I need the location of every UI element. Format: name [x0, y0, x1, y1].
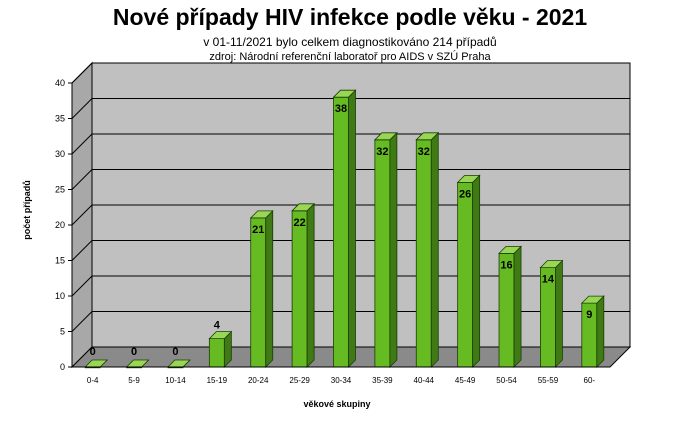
bar-front	[374, 139, 391, 368]
gridline-side	[71, 133, 93, 155]
x-tick-label: 45-49	[455, 376, 476, 385]
gridline-side	[71, 240, 93, 261]
bar-front	[208, 338, 225, 368]
bar-front	[457, 181, 474, 368]
x-tick-label: 0-4	[87, 376, 99, 385]
bar-55-59	[539, 259, 564, 368]
x-tick-label: 5-9	[128, 376, 140, 385]
x-tick-label: 20-24	[248, 376, 269, 385]
x-tick-label: 50-54	[496, 376, 517, 385]
x-tick-label: 15-19	[207, 376, 228, 385]
data-label: 0	[172, 346, 178, 358]
data-label: 0	[90, 346, 96, 358]
bar-35-39	[373, 131, 398, 368]
bar-top	[539, 260, 564, 269]
bar-side	[513, 245, 522, 368]
data-label: 0	[131, 346, 137, 358]
y-tick-label: 15	[55, 256, 65, 266]
data-label: 22	[293, 217, 305, 229]
y-tick-label: 20	[55, 220, 65, 230]
bar-top	[291, 203, 316, 212]
bar-top	[332, 89, 357, 98]
y-tick-label: 25	[55, 185, 65, 195]
bar-top	[456, 174, 481, 183]
chart-title: Nové případy HIV infekce podle věku - 20…	[112, 4, 588, 30]
bar-side	[430, 131, 439, 368]
bar-top	[498, 245, 523, 254]
data-label: 21	[252, 224, 264, 236]
x-tick-label: 35-39	[372, 376, 393, 385]
data-label: 32	[376, 146, 388, 158]
gridline-side	[71, 204, 93, 226]
bar-side	[389, 131, 398, 368]
bar-front	[291, 210, 308, 368]
x-tick-label: 40-44	[414, 376, 435, 385]
bar-top	[580, 295, 605, 304]
bar-20-24	[249, 209, 274, 368]
x-tick-label: 10-14	[165, 376, 186, 385]
bar-front	[415, 139, 432, 368]
y-axis-label: počet případů	[22, 180, 32, 240]
data-label: 26	[459, 188, 471, 200]
x-tick-label: 25-29	[289, 376, 310, 385]
bar-side	[472, 174, 481, 368]
chart-source-note: zdroj: Národní referenční laboratoř pro …	[209, 51, 491, 63]
gridline-side	[71, 62, 93, 84]
x-tick-label: 60-	[584, 376, 596, 385]
bar-60-	[580, 295, 605, 368]
chart-subtitle: v 01-11/2021 bylo celkem diagnostikováno…	[203, 35, 497, 49]
data-label: 16	[500, 259, 512, 271]
y-tick-label: 0	[60, 362, 65, 372]
bar-40-44	[415, 131, 440, 368]
bar-side	[265, 209, 274, 368]
bar-side	[596, 295, 605, 368]
gridline-side	[71, 98, 93, 119]
data-label: 32	[418, 146, 430, 158]
data-label: 4	[214, 320, 221, 332]
y-tick-label: 35	[55, 114, 65, 124]
x-tick-label: 30-34	[331, 376, 352, 385]
gridline-side	[71, 311, 93, 332]
bar-front	[333, 96, 349, 368]
bar-30-34	[332, 89, 357, 368]
bar-15-19	[208, 330, 233, 368]
bar-25-29	[291, 202, 316, 368]
x-tick-label: 55-59	[538, 376, 559, 385]
data-label: 14	[542, 274, 555, 286]
y-tick-label: 30	[55, 149, 65, 159]
data-label: 38	[335, 103, 347, 115]
gridline-side	[71, 275, 93, 297]
bar-top	[208, 331, 233, 340]
bar-top	[415, 132, 440, 141]
bar-side	[555, 259, 563, 368]
bar-top	[249, 210, 274, 219]
x-axis-label: věkové skupiny	[303, 399, 370, 409]
y-tick-label: 5	[60, 327, 65, 337]
bar-front	[250, 217, 267, 368]
bar-top	[373, 132, 398, 141]
y-tick-label: 10	[55, 291, 65, 301]
gridline-side	[71, 169, 93, 190]
y-tick-label: 40	[55, 78, 65, 88]
bar-side	[348, 89, 356, 368]
bar-45-49	[456, 174, 481, 368]
bar-side	[306, 202, 315, 368]
data-label: 9	[586, 309, 592, 321]
